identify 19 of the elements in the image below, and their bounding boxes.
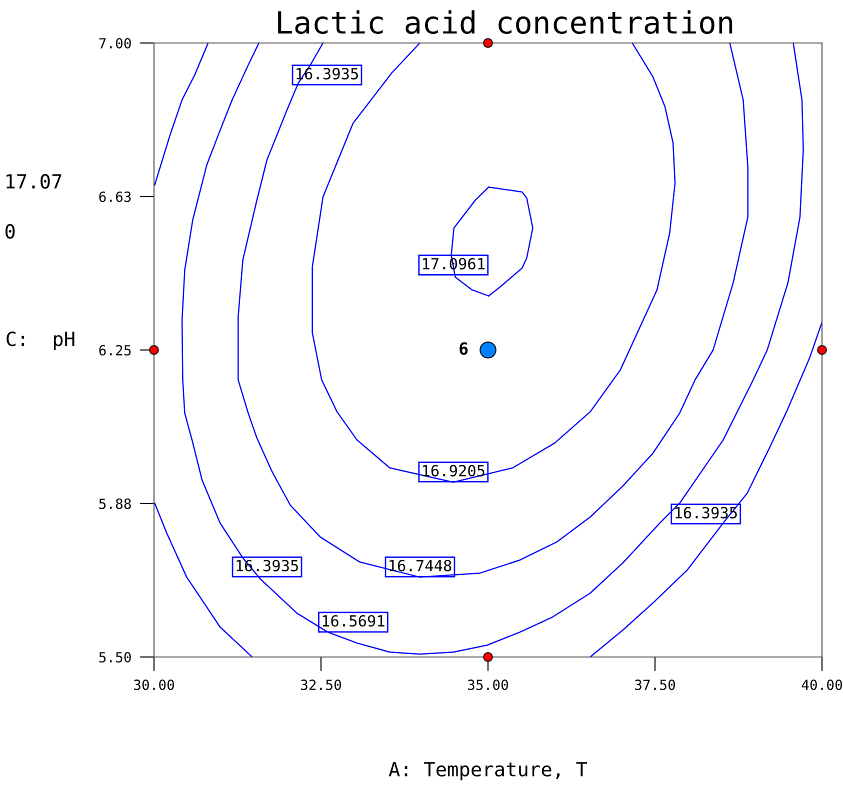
x-tick-label: 35.00 — [468, 680, 508, 690]
y-tick-label: 5.50 — [99, 652, 131, 663]
chart-title: Lactic acid concentration — [278, 10, 732, 34]
y-tick-label: 5.88 — [99, 498, 131, 510]
x-tick-label: 40.00 — [802, 680, 842, 690]
x-tick-label: 32.50 — [301, 680, 342, 690]
text: 17.07 — [6, 174, 62, 189]
annotation: 16.5691 — [322, 615, 384, 627]
y-tick-label: 6.63 — [99, 192, 131, 202]
x-axis-title: A: Temperature, T — [388, 762, 588, 780]
annotation: 16.7448 — [390, 560, 452, 572]
x-tick-label: 37.50 — [635, 680, 676, 690]
y-axis-title: C: pH — [6, 332, 74, 350]
annotation: 16.9205 — [423, 464, 484, 476]
y-tick-label: 7.00 — [99, 38, 131, 49]
text: 0 — [5, 224, 15, 239]
y-tick-label: 6.25 — [99, 345, 131, 356]
data-label: 6 — [460, 342, 468, 355]
x-tick-label: 30.00 — [134, 680, 174, 690]
